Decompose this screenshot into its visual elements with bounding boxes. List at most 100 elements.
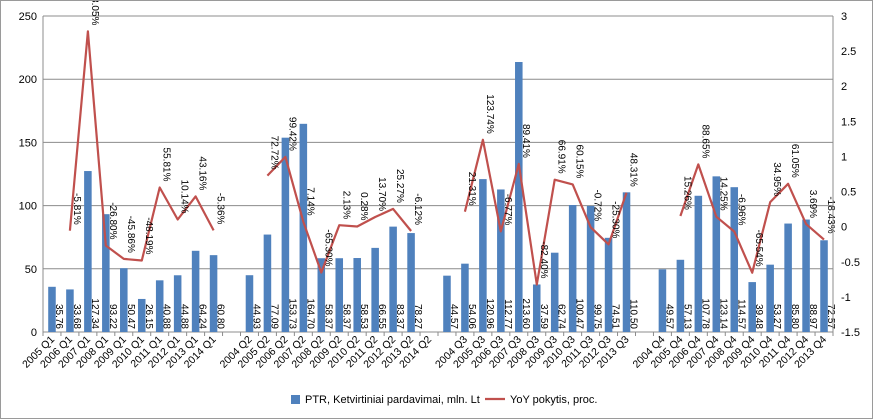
yoy-line-segment — [679, 163, 825, 274]
left-axis-tick-labels: 0 50 100 150 200 250 — [19, 11, 37, 339]
yoy-value-label: 60.15% — [574, 145, 585, 179]
bar — [407, 233, 415, 332]
bar-value-label: 153.73 — [286, 298, 297, 329]
bar — [335, 258, 344, 332]
bar-series — [48, 62, 828, 332]
bar-value-label: 44.88 — [179, 304, 190, 329]
yoy-line-segment — [68, 30, 215, 262]
y2-tick-label: 1 — [841, 151, 847, 163]
bar-value-label: 64.24 — [197, 304, 208, 329]
yoy-value-label: 14.25% — [717, 177, 728, 211]
bar-value-label: 35.76 — [53, 304, 64, 329]
bar-value-label: 123.14 — [717, 298, 728, 329]
bar — [389, 226, 397, 332]
line-data-labels: -5.81% 278.05% -26.80% -45.86% -48.19% 55.81%… — [71, 1, 836, 279]
bar — [299, 123, 308, 332]
yoy-value-label: -0.72% — [592, 189, 603, 221]
yoy-value-label: 99.42% — [286, 117, 297, 151]
y-tick-label: 150 — [19, 137, 37, 149]
bar-value-label: 58.37 — [322, 304, 333, 329]
yoy-value-label: -26.80% — [107, 202, 118, 239]
y-tick-label: 250 — [19, 11, 37, 23]
bar-value-label: 60.80 — [215, 304, 226, 329]
yoy-value-label: 88.65% — [699, 124, 710, 158]
bar — [515, 62, 523, 332]
bar-value-label: 213.60 — [520, 298, 531, 329]
yoy-value-label: 89.41% — [520, 124, 531, 158]
axes — [42, 16, 834, 336]
bar — [658, 269, 667, 332]
bar-value-label: 110.50 — [628, 299, 639, 329]
y2-tick-label: 1.5 — [841, 116, 856, 128]
right-axis-tick-labels: -1.5 -1 -0.5 0 0.5 1 1.5 2 2.5 3 — [841, 11, 860, 339]
bar-value-label: 93.22 — [107, 304, 118, 329]
bar-value-label: 50.47 — [125, 304, 136, 329]
bar — [479, 179, 487, 332]
yoy-value-label: -82.40% — [538, 241, 549, 278]
yoy-value-label: -45.86% — [125, 216, 136, 253]
y2-tick-label: -1.5 — [841, 327, 860, 339]
yoy-value-label: 43.16% — [197, 156, 208, 190]
bar — [102, 214, 110, 332]
bar-value-label: 62.74 — [556, 304, 567, 329]
y-tick-label: 100 — [19, 201, 37, 213]
bar — [353, 258, 361, 332]
yoy-value-label: -65.54% — [753, 229, 764, 266]
bar — [748, 282, 756, 332]
yoy-value-label: 25.27% — [394, 169, 405, 203]
bar-value-label: 127.34 — [89, 298, 100, 329]
bar — [820, 240, 828, 332]
bar-value-label: 66.55 — [376, 304, 387, 329]
bar — [550, 252, 559, 332]
bar — [371, 247, 379, 332]
bar — [802, 219, 810, 332]
yoy-value-label: 61.05% — [789, 144, 800, 178]
bar — [622, 192, 631, 332]
bar — [784, 223, 792, 332]
bar-value-label: 99.75 — [592, 304, 603, 329]
bar — [497, 189, 505, 332]
yoy-value-label: 3.69% — [807, 190, 818, 218]
bar-value-label: 78.27 — [412, 304, 423, 329]
yoy-line-segment — [463, 138, 628, 286]
bar — [461, 263, 469, 332]
yoy-value-label: 2.13% — [340, 191, 351, 219]
bar-value-label: 58.37 — [340, 304, 351, 329]
bar-value-label: 54.06 — [466, 304, 477, 329]
yoy-value-label: -6.77% — [502, 194, 513, 226]
yoy-value-label: 278.05% — [89, 1, 100, 26]
bar — [191, 250, 200, 332]
y2-tick-label: 2.5 — [841, 46, 856, 58]
bar — [586, 205, 595, 332]
bar-value-label: 100.47 — [574, 298, 585, 329]
yoy-value-label: 15.26% — [681, 176, 692, 210]
bar-value-label: 72.57 — [825, 304, 836, 329]
bar-value-label: 57.13 — [681, 304, 692, 329]
legend-bar-swatch — [291, 395, 300, 404]
bar — [173, 275, 182, 332]
bar-value-label: 120.96 — [484, 298, 495, 329]
bar — [712, 176, 721, 332]
bar-value-label: 85.80 — [789, 304, 800, 329]
bar — [568, 205, 577, 332]
bar — [209, 255, 218, 332]
line-series — [68, 30, 825, 286]
bar-value-label: 49.57 — [663, 304, 674, 329]
yoy-value-label: 55.81% — [161, 148, 172, 182]
yoy-value-label: 0.28% — [358, 192, 369, 220]
yoy-value-label: -25.30% — [610, 201, 621, 238]
yoy-value-label: 13.70% — [376, 177, 387, 211]
bar — [532, 284, 541, 332]
bar — [84, 171, 92, 332]
y2-tick-label: -0.5 — [841, 257, 860, 269]
bar-value-label: 44.93 — [250, 304, 261, 329]
yoy-value-label: -65.30% — [322, 229, 333, 266]
y-tick-label: 50 — [25, 264, 37, 276]
yoy-value-label: -5.81% — [71, 193, 82, 225]
legend: PTR, Ketvirtiniai pardavimai, mln. Lt YoY… — [291, 394, 597, 406]
y2-tick-label: 0.5 — [841, 187, 856, 199]
yoy-value-label: -6.12% — [412, 193, 423, 225]
bar-value-label: 44.57 — [448, 304, 459, 329]
